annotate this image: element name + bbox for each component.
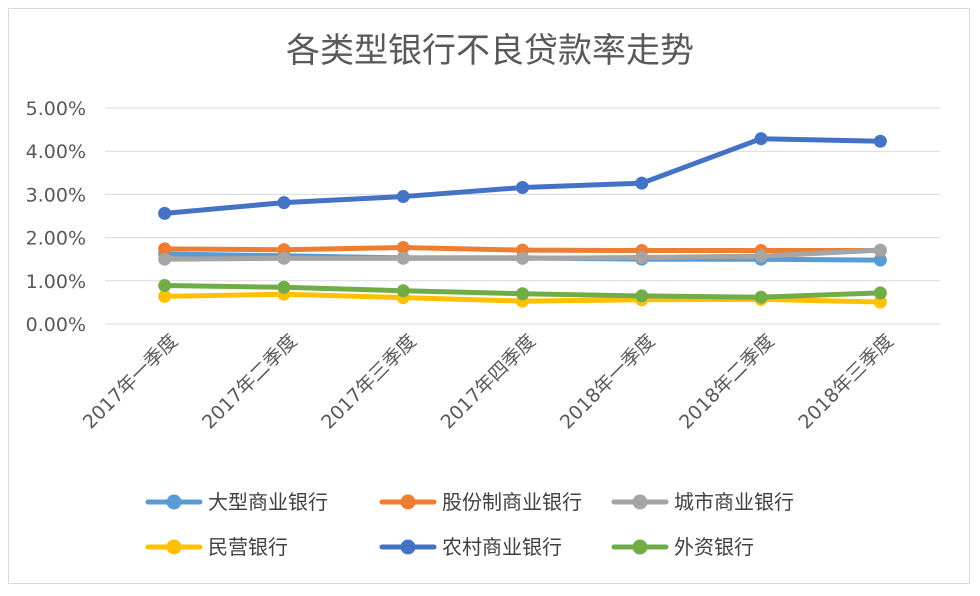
x-tick-label: 2018年三季度 (794, 330, 897, 433)
data-point (635, 250, 649, 264)
data-point (158, 242, 172, 256)
legend-swatch-marker (632, 494, 648, 510)
legend-label: 大型商业银行 (208, 490, 328, 514)
y-tick-label: 5.00% (26, 98, 86, 120)
data-point (754, 132, 768, 146)
data-point (396, 284, 410, 298)
legend-item: 民营银行 (145, 535, 288, 559)
legend-item: 外资银行 (611, 535, 754, 559)
data-point (158, 252, 172, 266)
data-point (635, 176, 649, 190)
data-point (516, 287, 529, 301)
x-tick-label: 2018年一季度 (556, 330, 659, 433)
data-point (873, 295, 887, 309)
legend-swatch-marker (632, 539, 648, 555)
x-tick-label: 2018年二季度 (675, 330, 778, 433)
series-lines (158, 132, 887, 309)
legend-item: 大型商业银行 (145, 490, 328, 514)
legend-label: 外资银行 (674, 535, 754, 559)
data-point (396, 190, 410, 204)
gridlines (105, 107, 940, 325)
y-tick-label: 4.00% (26, 141, 86, 163)
y-tick-label: 0.00% (26, 314, 86, 336)
y-tick-label: 2.00% (26, 228, 86, 250)
data-point (873, 286, 887, 300)
series-group (158, 279, 887, 304)
data-point (277, 196, 291, 210)
data-point (277, 280, 291, 294)
data-point (754, 290, 768, 304)
y-tick-label: 3.00% (26, 184, 86, 206)
legend-item: 股份制商业银行 (379, 490, 582, 514)
data-point (516, 251, 529, 265)
chart-title: 各类型银行不良贷款率走势 (286, 31, 694, 71)
data-point (277, 251, 291, 265)
data-point (158, 206, 172, 220)
x-tick-label: 2017年三季度 (317, 330, 420, 433)
legend-swatch-marker (166, 539, 182, 555)
y-tick-label: 1.00% (26, 271, 86, 293)
data-point (754, 249, 768, 263)
legend-label: 城市商业银行 (674, 490, 794, 514)
data-point (158, 289, 172, 303)
x-tick-label: 2017年二季度 (198, 330, 301, 433)
data-point (396, 241, 410, 255)
legend-label: 民营银行 (208, 535, 288, 559)
legend-label: 股份制商业银行 (442, 490, 582, 514)
data-point (516, 180, 529, 194)
x-tick-label: 2017年一季度 (79, 330, 182, 433)
series-group (158, 132, 887, 220)
series-group (158, 243, 887, 266)
data-point (873, 253, 887, 267)
legend-swatch-marker (400, 539, 416, 555)
legend-swatch-marker (166, 494, 182, 510)
data-point (396, 251, 410, 265)
x-tick-label: 2017年四季度 (437, 330, 540, 433)
x-axis-ticks: 2017年一季度 2017年二季度 2017年三季度 2017年四季度 2018年一季度… (79, 330, 898, 433)
data-point (635, 289, 649, 303)
data-point (873, 243, 887, 257)
data-point (873, 134, 887, 148)
y-axis-ticks: 0.00% 1.00% 2.00% 3.00% 4.00% 5.00% (26, 98, 86, 336)
legend-item: 城市商业银行 (611, 490, 794, 514)
data-point (158, 279, 172, 293)
legend-label: 农村商业银行 (442, 535, 562, 559)
series-line (162, 136, 883, 216)
legend-item: 农村商业银行 (379, 535, 562, 559)
legend-swatch-marker (400, 494, 416, 510)
